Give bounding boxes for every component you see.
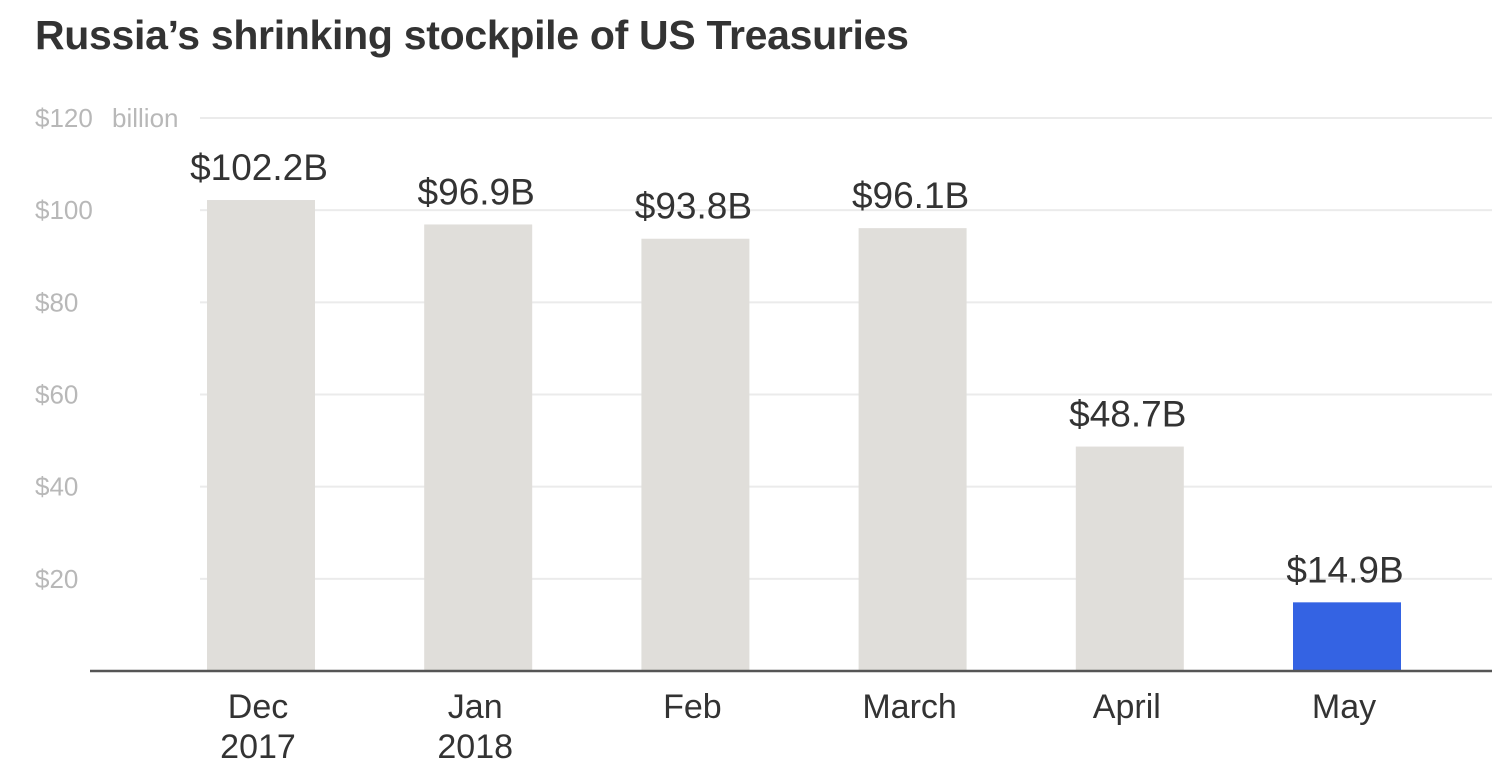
chart-title: Russia’s shrinking stockpile of US Treas… [35, 12, 909, 58]
x-category-label: 2017 [220, 728, 296, 766]
bar [1293, 602, 1401, 671]
y-tick-label: $40 [35, 472, 78, 502]
bar [858, 228, 967, 671]
y-tick-label: $100 [35, 195, 93, 225]
y-tick-label: $20 [35, 564, 78, 594]
x-category-label: May [1312, 688, 1376, 726]
x-category-label: 2018 [437, 728, 513, 766]
data-label: $14.9B [1286, 549, 1403, 590]
x-category-label: April [1093, 688, 1161, 726]
x-category-label: Jan [448, 688, 503, 726]
data-label: $93.8B [635, 186, 752, 227]
bar [424, 224, 533, 671]
x-category-label: March [862, 688, 956, 726]
data-label: $102.2B [190, 147, 328, 188]
bar [207, 200, 315, 672]
y-tick-label: $120 [35, 103, 93, 133]
y-tick-label: $80 [35, 287, 78, 317]
data-label: $96.1B [852, 175, 969, 216]
y-unit-label: billion [112, 103, 179, 133]
data-label: $48.7B [1069, 394, 1186, 435]
data-label: $96.9B [418, 171, 535, 212]
x-category-label: Feb [663, 688, 722, 726]
x-category-label: Dec [228, 688, 288, 726]
bar [641, 238, 750, 671]
bar [1075, 446, 1184, 671]
y-tick-label: $60 [35, 380, 78, 410]
